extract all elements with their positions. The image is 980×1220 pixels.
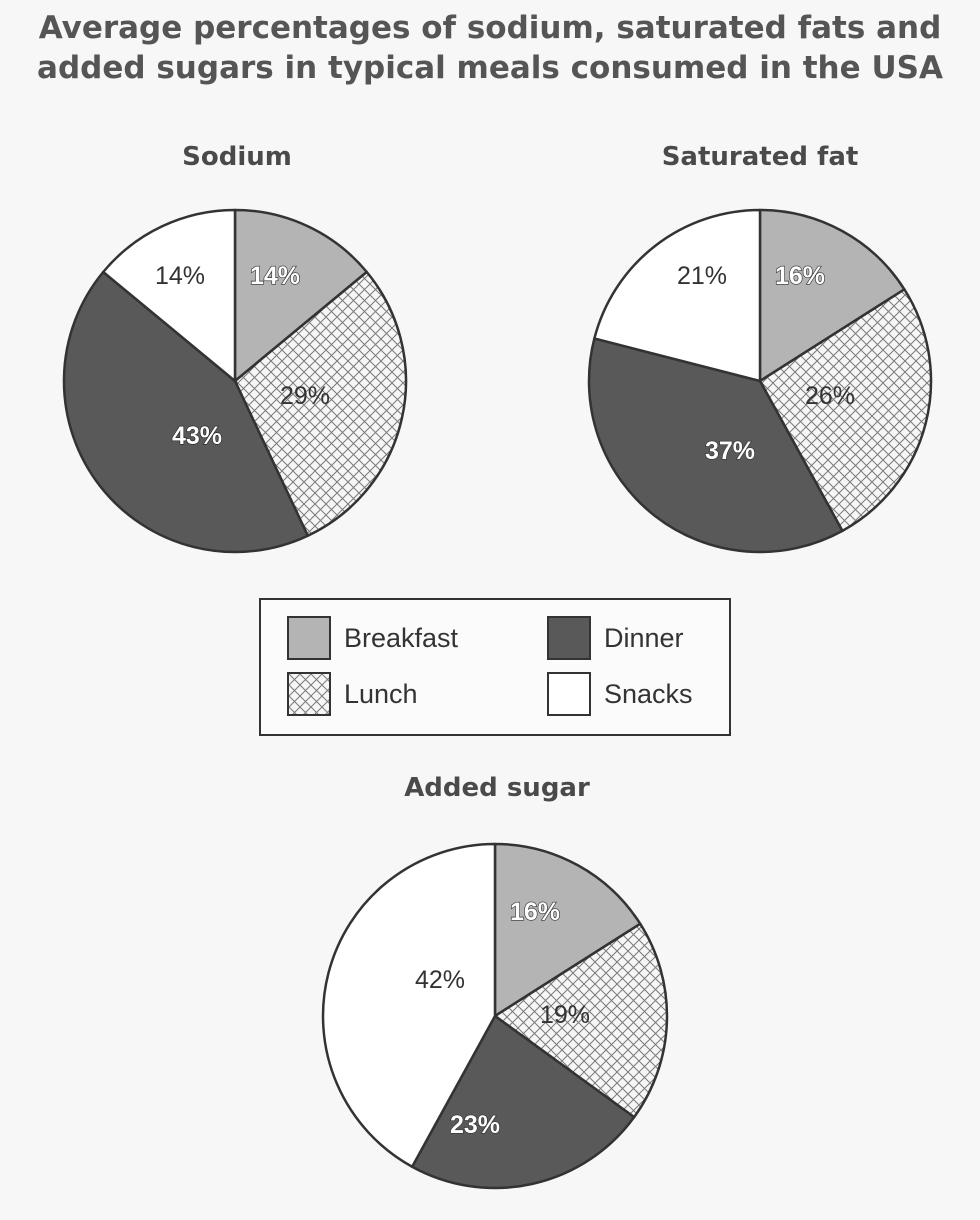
sugar-label-lunch: 19% <box>540 1001 590 1029</box>
sugar-label-dinner: 23% <box>450 1111 500 1139</box>
legend-label-snacks: Snacks <box>604 678 693 709</box>
chart-title-line-2: added sugars in typical meals consumed i… <box>37 50 943 86</box>
sodium-label-dinner: 43% <box>172 422 222 450</box>
sodium-label-lunch: 29% <box>280 382 330 410</box>
sugar-label-snacks: 42% <box>415 966 465 994</box>
fat-slice-breakfast <box>758 208 906 383</box>
dinner-swatch <box>547 616 591 660</box>
sugar-slice-breakfast <box>493 842 642 1018</box>
sugar-slice-dinner <box>410 1014 636 1190</box>
sodium-pie-chart: 14% 29% 43% 14% <box>62 208 408 554</box>
sugar-slice-snacks <box>321 842 497 1168</box>
sodium-label-snacks: 14% <box>155 262 205 290</box>
fat-slice-snacks <box>593 208 762 383</box>
fat-slice-lunch <box>758 288 933 533</box>
sodium-label-breakfast: 14% <box>250 262 300 290</box>
legend-item-breakfast: Breakfast <box>287 614 458 662</box>
legend-label-lunch: Lunch <box>344 678 418 709</box>
sugar-label-breakfast: 16% <box>510 898 560 926</box>
fat-label-dinner: 37% <box>705 437 755 465</box>
chart-title-line-1: Average percentages of sodium, saturated… <box>38 10 942 46</box>
legend-item-snacks: Snacks <box>547 670 693 718</box>
snacks-swatch <box>547 672 591 716</box>
fat-label-breakfast: 16% <box>775 262 825 290</box>
legend-item-dinner: Dinner <box>547 614 684 662</box>
fat-label-lunch: 26% <box>805 382 855 410</box>
sodium-slice-snacks <box>101 208 237 383</box>
lunch-swatch <box>287 672 331 716</box>
sodium-pie-title: Sodium <box>182 142 292 172</box>
legend-item-lunch: Lunch <box>287 670 418 718</box>
legend-label-dinner: Dinner <box>604 622 684 653</box>
breakfast-swatch <box>287 616 331 660</box>
chart-title: Average percentages of sodium, saturated… <box>0 8 980 88</box>
sodium-slice-breakfast <box>233 208 369 383</box>
sugar-slice-lunch <box>493 922 669 1119</box>
saturated-fat-pie-title: Saturated fat <box>661 142 859 172</box>
added-sugar-pie-chart: 16% 19% 23% 42% <box>321 842 669 1190</box>
added-sugar-pie-title: Added sugar <box>404 773 590 803</box>
saturated-fat-pie-chart: 16% 26% 37% 21% <box>587 208 933 554</box>
chart-legend: Breakfast Dinner Lunch Snacks <box>259 598 731 736</box>
sodium-slice-dinner <box>62 270 310 554</box>
legend-label-breakfast: Breakfast <box>344 622 459 653</box>
fat-slice-dinner <box>587 337 844 554</box>
fat-label-snacks: 21% <box>677 262 727 290</box>
